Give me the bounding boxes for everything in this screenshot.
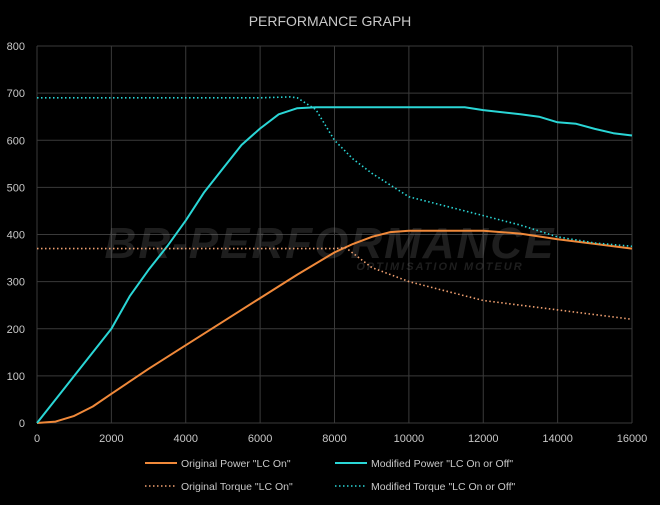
x-tick-label: 6000: [248, 433, 272, 445]
x-tick-label: 10000: [394, 433, 425, 445]
series-line-2: [37, 246, 633, 321]
x-tick-label: 8000: [322, 433, 346, 445]
legend: Original Power "LC On" Modified Power "LC…: [145, 458, 515, 493]
y-tick-label: 500: [7, 182, 25, 194]
grid: [36, 45, 633, 424]
x-tick-label: 16000: [617, 433, 648, 445]
series-lines: [36, 96, 633, 424]
x-tick-label: 12000: [468, 433, 499, 445]
legend-label: Modified Power "LC On or Off": [371, 458, 513, 470]
chart-title: PERFORMANCE GRAPH: [249, 13, 412, 29]
y-tick-label: 600: [7, 135, 25, 147]
x-tick-label: 14000: [542, 433, 573, 445]
legend-label: Original Torque "LC On": [181, 481, 293, 493]
legend-label: Modified Torque "LC On or Off": [371, 481, 515, 493]
y-tick-label: 200: [7, 324, 25, 336]
y-tick-label: 800: [7, 41, 25, 53]
y-tick-label: 700: [7, 88, 25, 100]
y-tick-label: 0: [19, 418, 25, 430]
svg-text:OPTIMISATION MOTEUR: OPTIMISATION MOTEUR: [356, 261, 523, 273]
y-tick-label: 100: [7, 371, 25, 383]
watermark-logo: BR-PERFORMANCE OPTIMISATION MOTEUR: [105, 219, 556, 273]
svg-text:BR-PERFORMANCE: BR-PERFORMANCE: [105, 219, 556, 268]
y-tick-label: 400: [7, 230, 25, 242]
legend-label: Original Power "LC On": [181, 458, 291, 470]
y-tick-label: 300: [7, 277, 25, 289]
x-tick-label: 0: [34, 433, 40, 445]
series-line-1: [36, 106, 633, 424]
x-tick-label: 4000: [174, 433, 198, 445]
x-tick-label: 2000: [99, 433, 123, 445]
series-line-0: [36, 229, 633, 424]
series-line-3: [37, 96, 633, 248]
